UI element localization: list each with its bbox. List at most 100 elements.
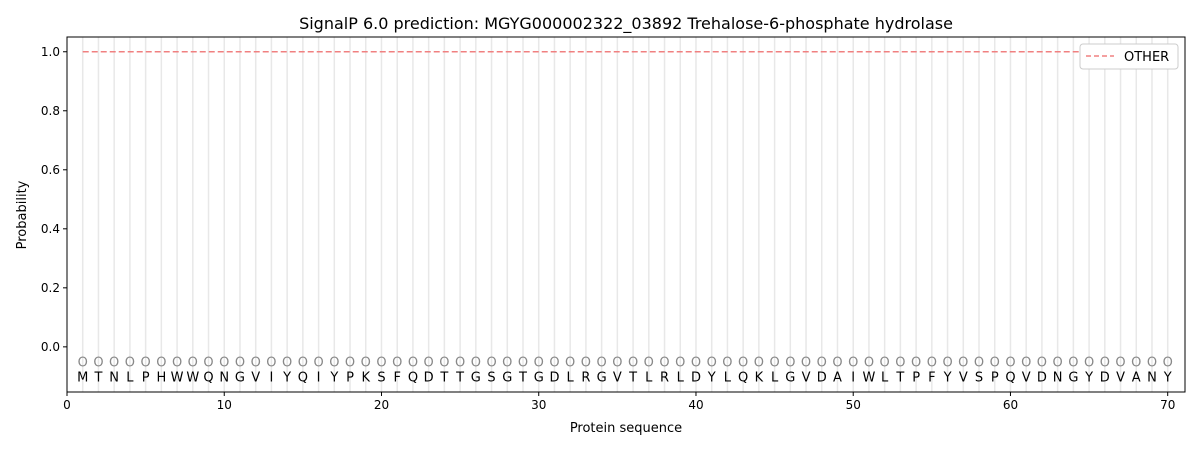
- residue-label-marker: O: [439, 356, 449, 371]
- x-tick-label: 10: [217, 398, 232, 412]
- residue-label-marker: O: [408, 356, 418, 371]
- residue-letter: Q: [738, 371, 748, 386]
- residue-label-marker: O: [880, 356, 890, 371]
- residue-label-marker: O: [895, 356, 905, 371]
- residue-label-marker: O: [832, 356, 842, 371]
- y-tick-label: 0.6: [41, 163, 60, 177]
- residue-letter: L: [677, 371, 685, 386]
- residue-label-marker: O: [1163, 356, 1173, 371]
- residue-letter: T: [439, 371, 448, 386]
- residue-letter: F: [393, 371, 400, 386]
- residue-letter: D: [1037, 371, 1047, 386]
- residue-letter: A: [833, 371, 842, 386]
- residue-letter: W: [863, 371, 876, 386]
- residue-letter: I: [269, 371, 273, 386]
- residue-label-marker: O: [172, 356, 182, 371]
- residue-letter: K: [755, 371, 764, 386]
- residue-letter: Q: [408, 371, 418, 386]
- residue-label-marker: O: [628, 356, 638, 371]
- x-axis-label: Protein sequence: [570, 421, 682, 436]
- residue-letter: P: [346, 371, 354, 386]
- residue-letter: Q: [203, 371, 213, 386]
- residue-label-marker: O: [282, 356, 292, 371]
- residue-label-marker: O: [581, 356, 591, 371]
- residue-letter: G: [597, 371, 607, 386]
- residue-label-marker: O: [219, 356, 229, 371]
- residue-label-marker: O: [990, 356, 1000, 371]
- residue-label-marker: O: [376, 356, 386, 371]
- residue-letter: G: [785, 371, 795, 386]
- y-tick-label: 0.8: [41, 104, 60, 118]
- residue-label-marker: O: [78, 356, 88, 371]
- residue-letter: L: [645, 371, 653, 386]
- residue-letter: N: [1053, 371, 1063, 386]
- residue-label-marker: O: [848, 356, 858, 371]
- x-tick-label: 30: [531, 398, 546, 412]
- residue-letter: T: [518, 371, 527, 386]
- residue-label-marker: O: [534, 356, 544, 371]
- residue-letter: S: [377, 371, 385, 386]
- residue-letter: R: [660, 371, 669, 386]
- residue-letter: T: [895, 371, 904, 386]
- residue-letter: S: [975, 371, 983, 386]
- residue-label-marker: O: [785, 356, 795, 371]
- residue-label-marker: O: [565, 356, 575, 371]
- residue-label-marker: O: [93, 356, 103, 371]
- residue-letter: Y: [943, 371, 952, 386]
- residue-letter: D: [691, 371, 701, 386]
- residue-letter: V: [1022, 371, 1031, 386]
- residue-letter: H: [156, 371, 166, 386]
- residue-letter: F: [928, 371, 935, 386]
- residue-letter: D: [817, 371, 827, 386]
- residue-label-marker: O: [424, 356, 434, 371]
- residue-letter: L: [881, 371, 889, 386]
- residue-label-marker: O: [974, 356, 984, 371]
- residue-letter: L: [771, 371, 779, 386]
- residue-letter: K: [361, 371, 370, 386]
- residue-letter: P: [991, 371, 999, 386]
- residue-letter: W: [186, 371, 199, 386]
- residue-label-marker: O: [251, 356, 261, 371]
- residue-letter: T: [455, 371, 464, 386]
- residue-label-marker: O: [675, 356, 685, 371]
- residue-letter: L: [724, 371, 732, 386]
- residue-letter: G: [235, 371, 245, 386]
- residue-letter: N: [219, 371, 229, 386]
- residue-label-marker: O: [188, 356, 198, 371]
- y-tick-label: 0.2: [41, 281, 60, 295]
- residue-letter: D: [1100, 371, 1110, 386]
- y-tick-label: 0.0: [41, 340, 60, 354]
- residue-label-marker: O: [455, 356, 465, 371]
- residue-label-marker: O: [235, 356, 245, 371]
- residue-letter: A: [1132, 371, 1141, 386]
- residue-label-marker: O: [1100, 356, 1110, 371]
- y-axis-label: Probability: [15, 180, 30, 249]
- residue-label-marker: O: [1131, 356, 1141, 371]
- residue-letter: G: [471, 371, 481, 386]
- x-tick-label: 0: [63, 398, 71, 412]
- residue-label-marker: O: [1084, 356, 1094, 371]
- residue-label-marker: O: [769, 356, 779, 371]
- residue-label-marker: O: [597, 356, 607, 371]
- residue-letter: D: [424, 371, 434, 386]
- residue-label-marker: O: [549, 356, 559, 371]
- residue-letter: V: [1116, 371, 1125, 386]
- residue-label-marker: O: [203, 356, 213, 371]
- residue-letter: G: [534, 371, 544, 386]
- legend-box: [1079, 43, 1179, 70]
- residue-label-marker: O: [927, 356, 937, 371]
- residue-label-marker: O: [1115, 356, 1125, 371]
- residue-letter: I: [851, 371, 855, 386]
- residue-letter: V: [802, 371, 811, 386]
- residue-label-marker: O: [754, 356, 764, 371]
- residue-letter: D: [549, 371, 559, 386]
- residue-letter: Y: [707, 371, 716, 386]
- residue-letter: M: [77, 371, 88, 386]
- residue-letter: Q: [1005, 371, 1015, 386]
- residue-label-marker: O: [1005, 356, 1015, 371]
- residue-label-marker: O: [502, 356, 512, 371]
- residue-letter: P: [912, 371, 920, 386]
- residue-label-marker: O: [1021, 356, 1031, 371]
- legend-label-other: OTHER: [1124, 50, 1169, 65]
